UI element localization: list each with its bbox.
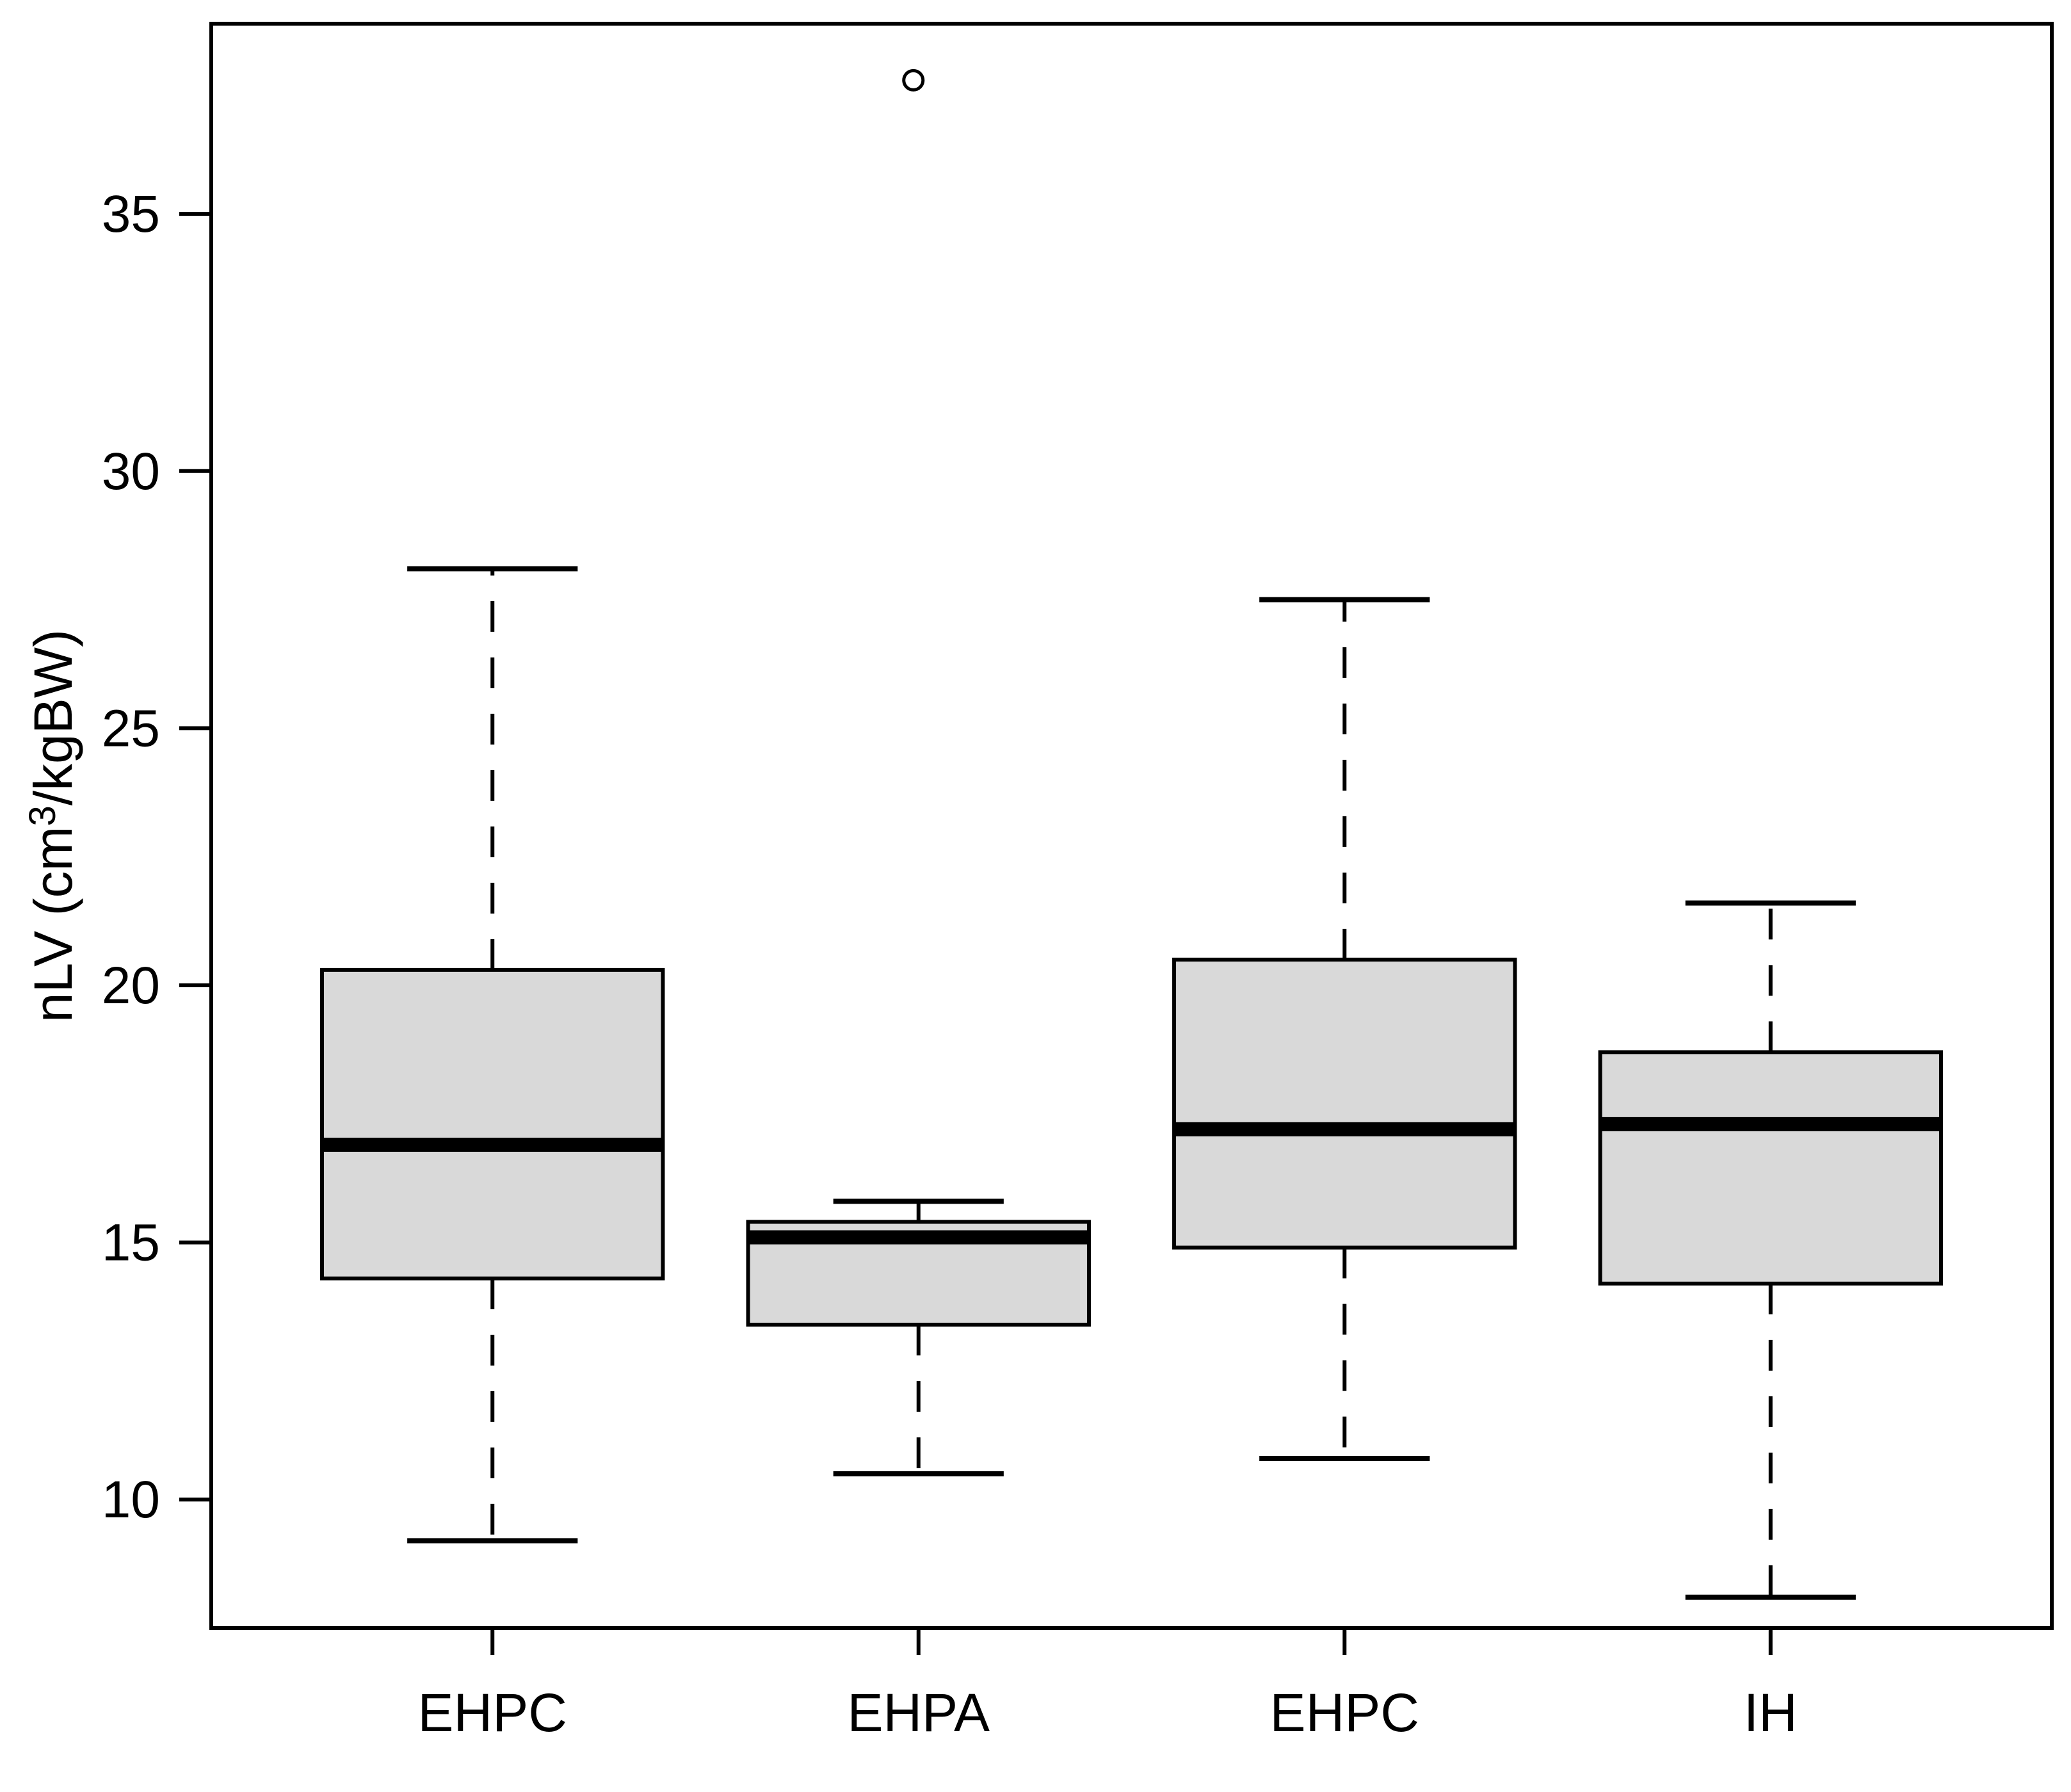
y-tick-label: 25 (102, 699, 160, 757)
box (1172, 957, 1517, 1250)
box (320, 967, 665, 1280)
y-axis-label: nLV (cm3/kgBW) (22, 629, 83, 1022)
y-tick-label: 35 (102, 185, 160, 243)
y-tick-label: 10 (102, 1471, 160, 1529)
x-axis-label: EHPA (847, 1683, 990, 1743)
outlier-point (902, 69, 925, 92)
x-axis-label: IH (1744, 1683, 1798, 1743)
y-tick-label: 30 (102, 442, 160, 501)
plot-border (209, 22, 2054, 1630)
box (1598, 1050, 1943, 1286)
x-axis-label: EHPC (1270, 1683, 1419, 1743)
y-tick-label: 20 (102, 957, 160, 1015)
x-axis-label: EHPC (418, 1683, 567, 1743)
y-tick-label: 15 (102, 1214, 160, 1272)
